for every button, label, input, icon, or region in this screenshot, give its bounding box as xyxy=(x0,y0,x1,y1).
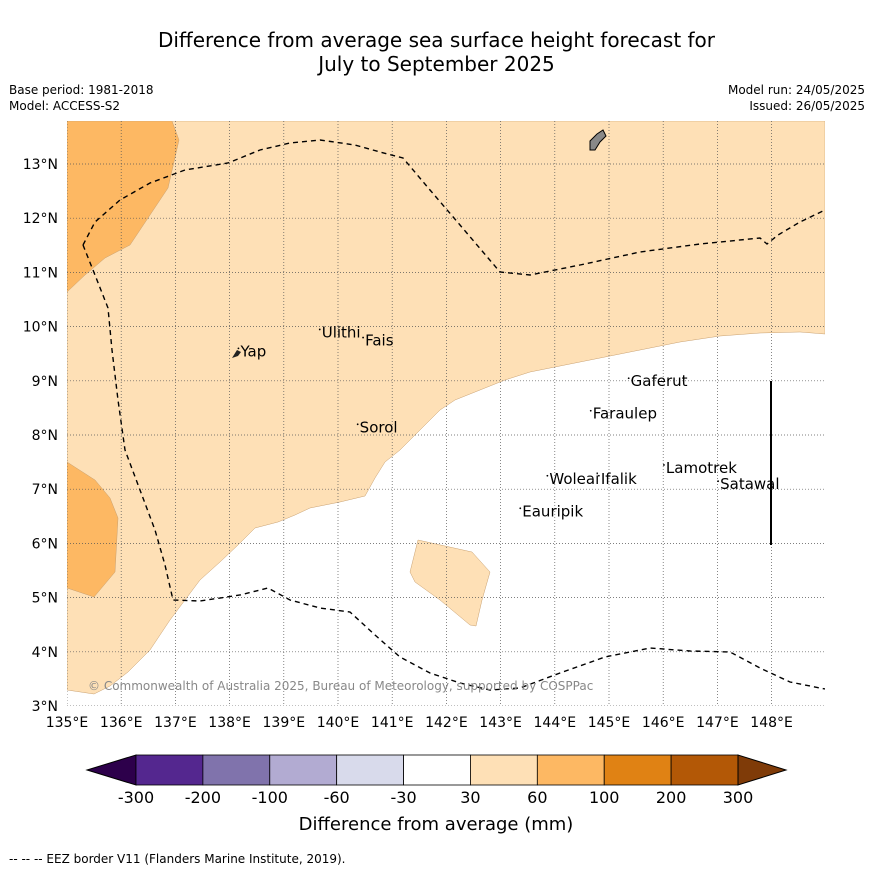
colorbar: -300 -200 -100 -60 -30 30 60 100 200 300 Differenc… xyxy=(85,754,788,835)
lat-tick-label: 3°N xyxy=(32,699,58,715)
lat-tick-label: 13°N xyxy=(23,157,58,173)
lon-tick-label: 138°E xyxy=(208,715,251,731)
lat-tick-label: 8°N xyxy=(32,428,58,444)
lon-tick-label: 139°E xyxy=(263,715,306,731)
lat-tick-label: 4°N xyxy=(32,645,58,661)
colorbar-segment xyxy=(470,754,538,786)
axis-tick-labels: 135°E 136°E 137°E 138°E 139°E 140°E 141°E 142°E… xyxy=(23,157,793,731)
place-marker xyxy=(589,409,592,412)
place-label: Eauripik xyxy=(522,502,583,520)
place-marker xyxy=(519,507,522,510)
place-labels: Yap Ulithi Fais Sorol Gaferut Faraulep Woleai I… xyxy=(237,323,780,520)
lon-tick-label: 147°E xyxy=(696,715,739,731)
colorbar-segment xyxy=(603,754,672,786)
place-label: Faraulep xyxy=(593,405,657,423)
colorbar-label: 60 xyxy=(527,788,547,807)
chart-title: Difference from average sea surface heig… xyxy=(0,28,873,76)
place-label: Gaferut xyxy=(631,372,688,390)
lon-tick-label: 142°E xyxy=(425,715,468,731)
lon-tick-label: 135°E xyxy=(46,715,89,731)
lat-tick-label: 6°N xyxy=(32,536,58,552)
yap-island xyxy=(232,350,241,358)
colorbar-over-arrow xyxy=(737,754,788,786)
place-label: Ulithi xyxy=(322,323,361,341)
lon-tick-label: 141°E xyxy=(371,715,414,731)
eez-border-west xyxy=(82,244,825,691)
colorbar-label: -100 xyxy=(252,788,288,807)
colorbar-label: 300 xyxy=(723,788,754,807)
colorbar-segment xyxy=(670,754,739,786)
place-marker xyxy=(627,377,630,380)
colorbar-segment xyxy=(536,754,605,786)
colorbar-segment xyxy=(202,754,271,786)
lat-tick-label: 12°N xyxy=(23,211,58,227)
lat-tick-label: 7°N xyxy=(32,482,58,498)
place-label: Satawal xyxy=(720,475,779,493)
model-name: Model: ACCESS-S2 xyxy=(9,99,121,113)
place-marker xyxy=(597,474,600,477)
colorbar-under-arrow xyxy=(85,754,137,786)
lon-tick-label: 144°E xyxy=(534,715,577,731)
base-period: Base period: 1981-2018 xyxy=(9,83,154,97)
colorbar-label: -200 xyxy=(185,788,221,807)
colorbar-label: -300 xyxy=(118,788,154,807)
lat-tick-label: 11°N xyxy=(23,265,58,281)
eez-border-north xyxy=(82,139,825,276)
issued-date: Issued: 26/05/2025 xyxy=(749,99,865,113)
place-label: Fais xyxy=(365,332,394,350)
place-marker xyxy=(356,423,359,426)
guam-island xyxy=(589,129,607,151)
lat-tick-label: 5°N xyxy=(32,591,58,607)
colorbar-label: 100 xyxy=(589,788,620,807)
colorbar-label: -30 xyxy=(390,788,416,807)
lon-tick-label: 148°E xyxy=(750,715,793,731)
anomaly-region-30-60 xyxy=(67,121,825,695)
colorbar-label: 30 xyxy=(460,788,480,807)
lon-tick-label: 137°E xyxy=(154,715,197,731)
place-marker xyxy=(362,336,364,339)
lat-tick-label: 9°N xyxy=(32,374,58,390)
colorbar-label: -60 xyxy=(324,788,350,807)
place-marker xyxy=(237,347,240,350)
lon-tick-label: 143°E xyxy=(479,715,522,731)
colorbar-segment xyxy=(403,754,471,786)
copyright-text: © Commonwealth of Australia 2025, Bureau… xyxy=(88,679,593,693)
meta-left: Base period: 1981-2018 Model: ACCESS-S2 xyxy=(9,82,154,114)
colorbar-segment xyxy=(269,754,338,786)
title-line-1: Difference from average sea surface heig… xyxy=(157,28,716,52)
place-marker xyxy=(318,328,321,331)
lon-tick-label: 146°E xyxy=(642,715,685,731)
colorbar-segment xyxy=(135,754,204,786)
lat-tick-label: 10°N xyxy=(23,320,58,336)
place-label: Lamotrek xyxy=(666,459,737,477)
anomaly-region-60-100-west xyxy=(67,461,119,598)
meta-right: Model run: 24/05/2025 Issued: 26/05/2025 xyxy=(728,82,865,114)
anomaly-patch-30-60 xyxy=(409,539,491,627)
place-label: Woleai xyxy=(549,470,599,488)
model-run: Model run: 24/05/2025 xyxy=(727,83,865,97)
place-label: Yap xyxy=(239,342,266,360)
place-label: Ifalik xyxy=(601,470,637,488)
title-line-2: July to September 2025 xyxy=(318,52,555,76)
footnote: -- -- -- EEZ border V11 (Flanders Marine… xyxy=(9,852,346,866)
place-marker xyxy=(717,480,720,483)
map-area: Yap Ulithi Fais Sorol Gaferut Faraulep Woleai I… xyxy=(67,121,825,706)
colorbar-segment xyxy=(336,754,404,786)
place-label: Sorol xyxy=(360,418,398,436)
place-marker xyxy=(663,464,665,466)
colorbar-label: 200 xyxy=(656,788,687,807)
colorbar-title: Difference from average (mm) xyxy=(299,814,574,835)
map-grid xyxy=(67,121,825,706)
lon-tick-label: 136°E xyxy=(100,715,143,731)
place-marker xyxy=(546,474,549,477)
lon-tick-label: 140°E xyxy=(317,715,360,731)
lon-tick-label: 145°E xyxy=(588,715,631,731)
